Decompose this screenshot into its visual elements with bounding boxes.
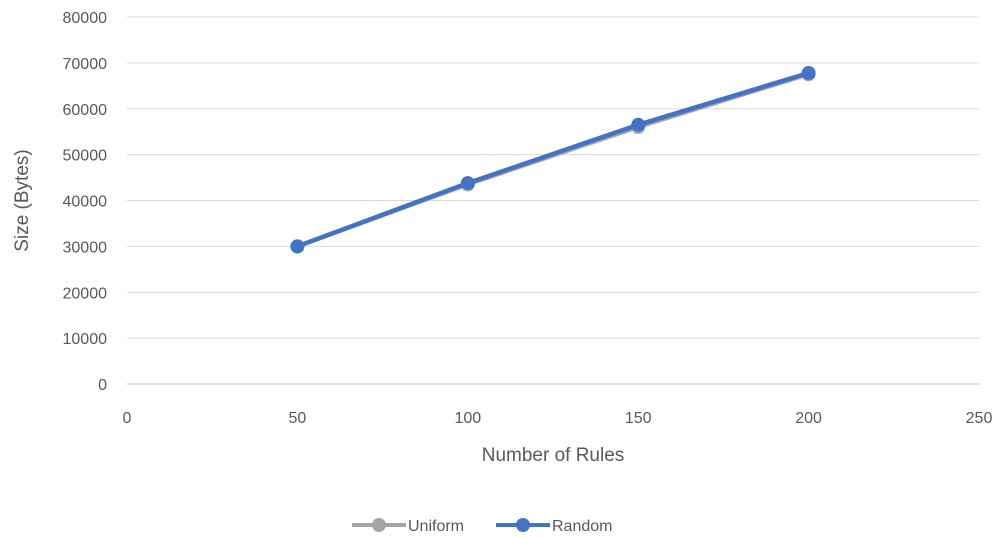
x-tick-label: 100 [454,410,481,427]
y-tick-label: 20000 [63,285,108,302]
data-point [460,176,475,191]
x-tick-label: 200 [795,410,822,427]
data-point [290,239,305,254]
y-tick-label: 30000 [63,239,108,256]
series-line [295,72,811,249]
legend-label: Uniform [408,518,464,535]
x-tick-label: 50 [289,410,307,427]
series-layer [290,65,816,254]
gridlines [127,16,979,339]
legend: Uniform Random [352,518,612,535]
x-tick-label: 150 [625,410,652,427]
y-tick-label: 60000 [63,102,108,119]
x-tick-label: 0 [123,410,132,427]
legend-marker [516,518,530,532]
x-axis-title: Number of Rules [482,445,625,466]
series-line [295,70,811,249]
y-tick-label: 0 [98,377,107,394]
y-tick-label: 50000 [63,148,108,165]
y-axis-title: Size (Bytes) [12,149,33,251]
axes: 0 10000 20000 30000 40000 50000 60000 70000 8000… [63,10,993,427]
y-tick-label: 70000 [63,56,108,73]
series-random [290,65,816,254]
legend-item-random: Random [496,518,612,535]
data-point [631,117,646,132]
legend-label: Random [552,518,612,535]
data-point [801,65,816,80]
y-tick-label: 10000 [63,331,108,348]
legend-marker [372,518,386,532]
legend-item-uniform: Uniform [352,518,464,535]
y-tick-label: 40000 [63,194,108,211]
x-tick-label: 250 [966,410,993,427]
y-tick-label: 80000 [63,10,108,27]
